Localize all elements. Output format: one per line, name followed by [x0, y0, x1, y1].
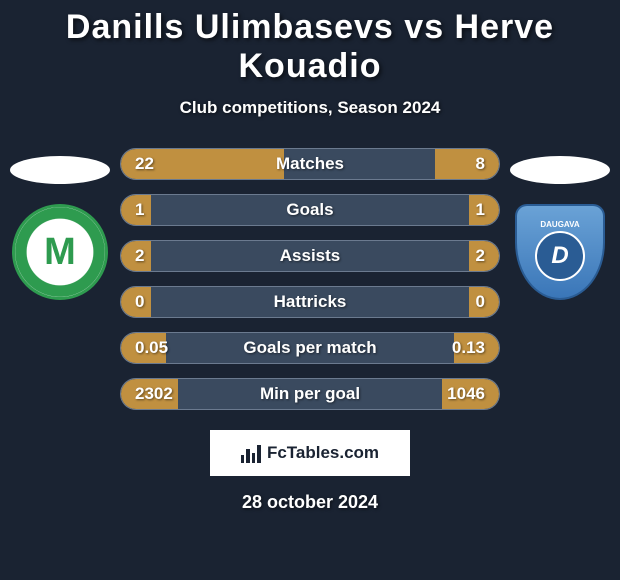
player-avatar-right: [510, 156, 610, 184]
stat-val-left: 2302: [135, 384, 173, 404]
stats-list: 22 Matches 8 1 Goals 1 2 Assists 2: [120, 148, 500, 410]
team-crest-right: DAUGAVA D: [515, 204, 605, 300]
crest-left-letter: M: [44, 231, 76, 274]
stat-label: Min per goal: [260, 384, 360, 404]
stat-val-left: 1: [135, 200, 144, 220]
stat-val-right: 1: [476, 200, 485, 220]
content-row: M 22 Matches 8 1 Goals 1 2 As: [0, 148, 620, 410]
stat-label: Assists: [280, 246, 340, 266]
stat-val-right: 0.13: [452, 338, 485, 358]
team-crest-right-wrap: DAUGAVA D: [515, 196, 605, 300]
team-crest-left: M: [12, 204, 108, 300]
stat-val-left: 2: [135, 246, 144, 266]
left-side: M: [0, 148, 120, 300]
fctables-label: FcTables.com: [267, 443, 379, 463]
stat-row-hattricks: 0 Hattricks 0: [120, 286, 500, 318]
stat-label: Hattricks: [274, 292, 347, 312]
stat-val-left: 0: [135, 292, 144, 312]
crest-right-top-text: DAUGAVA: [540, 220, 579, 229]
subtitle: Club competitions, Season 2024: [0, 98, 620, 118]
right-side: DAUGAVA D: [500, 148, 620, 300]
stat-row-min-per-goal: 2302 Min per goal 1046: [120, 378, 500, 410]
stat-row-goals: 1 Goals 1: [120, 194, 500, 226]
stat-row-assists: 2 Assists 2: [120, 240, 500, 272]
player-avatar-left: [10, 156, 110, 184]
stat-val-right: 1046: [447, 384, 485, 404]
bar-chart-icon: [241, 443, 261, 463]
stat-val-right: 2: [476, 246, 485, 266]
stat-label: Matches: [276, 154, 344, 174]
crest-right-letter: D: [535, 231, 585, 281]
fctables-badge: FcTables.com: [210, 430, 410, 476]
comparison-card: Danills Ulimbasevs vs Herve Kouadio Club…: [0, 0, 620, 580]
stat-label: Goals: [286, 200, 333, 220]
stat-label: Goals per match: [243, 338, 376, 358]
page-title: Danills Ulimbasevs vs Herve Kouadio: [0, 0, 620, 86]
stat-row-goals-per-match: 0.05 Goals per match 0.13: [120, 332, 500, 364]
stat-val-right: 0: [476, 292, 485, 312]
stat-val-right: 8: [476, 154, 485, 174]
date-label: 28 october 2024: [0, 492, 620, 513]
stat-fill-right: [435, 149, 499, 179]
stat-row-matches: 22 Matches 8: [120, 148, 500, 180]
stat-val-left: 22: [135, 154, 154, 174]
stat-val-left: 0.05: [135, 338, 168, 358]
